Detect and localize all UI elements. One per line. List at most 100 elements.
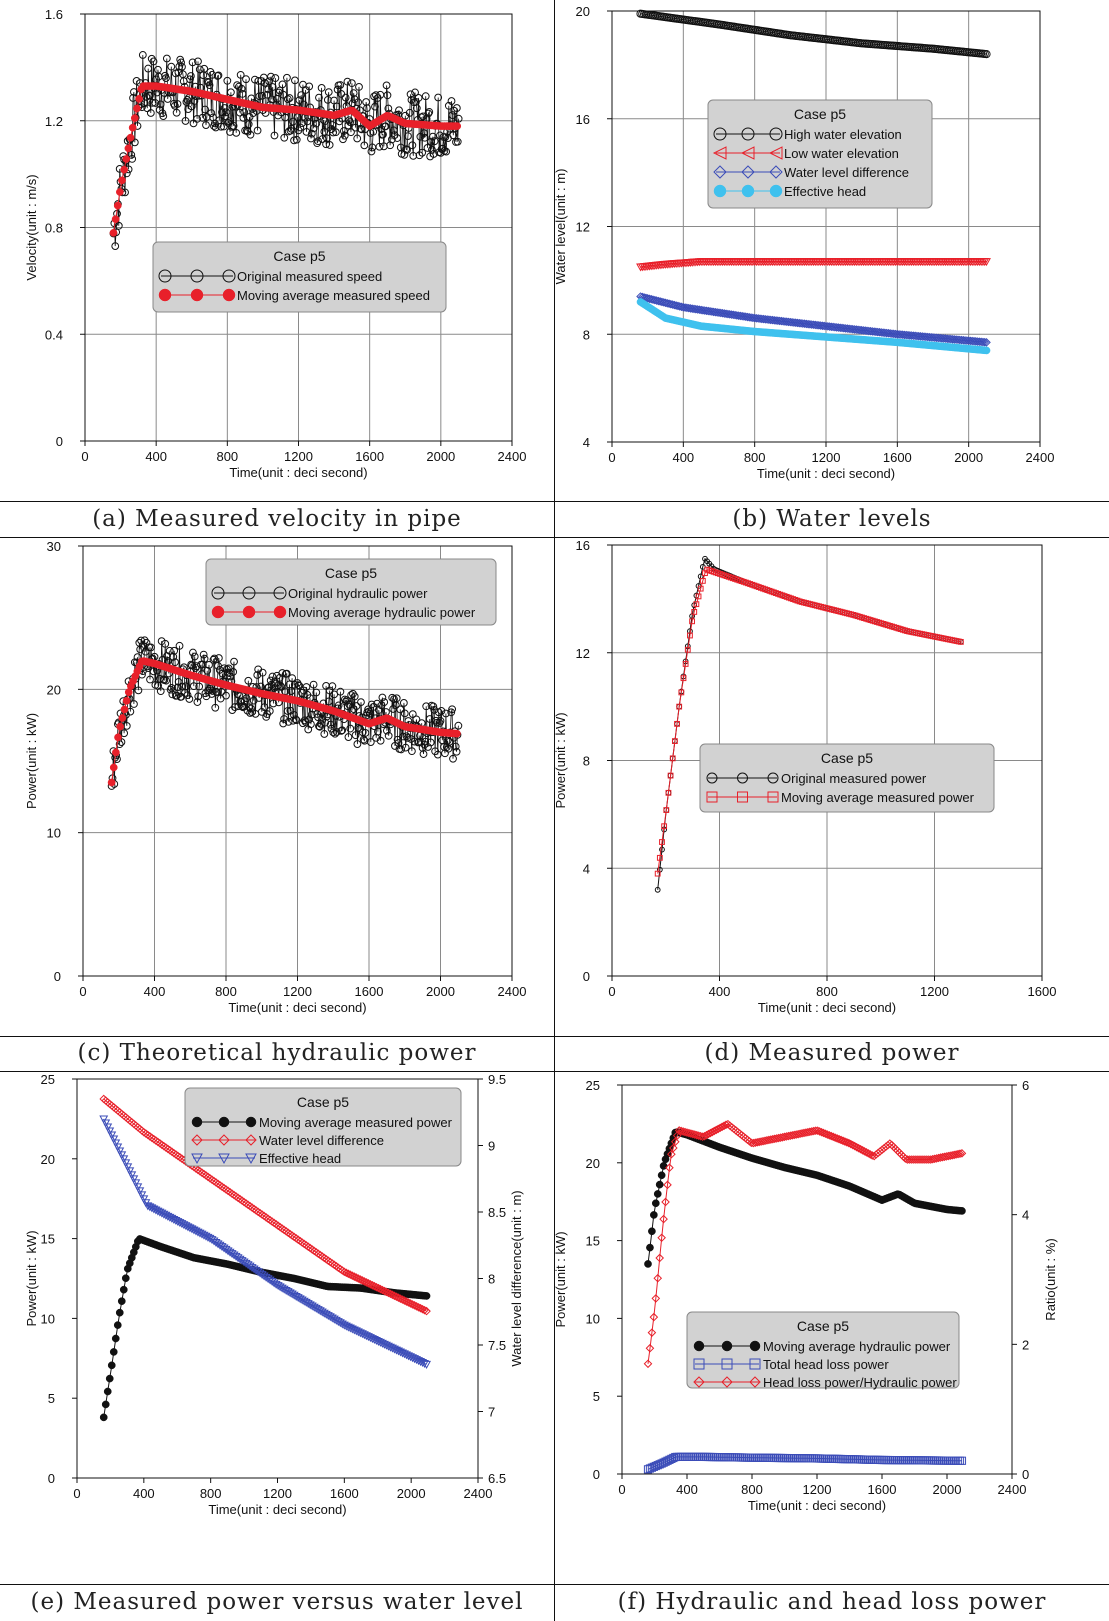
x-tick-label: 2400 [1026,450,1055,465]
data-point [865,1150,875,1159]
data-point [404,1298,413,1307]
data-point [123,1163,133,1172]
x-tick-label: 800 [744,450,766,465]
legend-swatch-marker [713,165,727,179]
data-point [835,323,845,333]
data-point [975,337,984,346]
data-point [326,720,335,729]
data-point [265,707,274,715]
legend-swatch-marker [737,772,748,784]
data-point [222,108,231,117]
legend: Case p5 Moving average hydraulic power Tot… [686,1311,960,1390]
data-point [857,325,866,335]
y-axis-label: Power(unit : kW) [24,1230,39,1326]
data-point [264,85,273,94]
data-point [680,675,687,682]
data-point [144,64,153,73]
y-tick-label: 4 [583,861,590,876]
legend-entry: Moving average measured power [781,790,975,805]
data-point [268,83,277,91]
data-point [368,1280,377,1290]
data-point [112,748,120,757]
data-point [928,333,938,342]
legend-entry: Original measured speed [237,269,382,284]
data-point [221,112,230,121]
y2-tick-label: 6.5 [488,1471,506,1486]
data-point [305,82,314,91]
data-point [852,1142,861,1152]
data-point [388,693,397,702]
data-point [925,332,934,342]
data-point [189,648,197,657]
data-point [687,632,693,639]
legend-entry: Moving average measured speed [237,288,430,303]
legend-swatch-marker [191,1153,203,1165]
data-point [678,689,685,696]
data-point [313,710,322,718]
x-axis-label: Time(unit : deci second) [757,466,895,481]
grid-divider-h5 [0,1584,1109,1585]
data-point [880,328,890,338]
y-tick-label: 30 [47,539,61,554]
legend-swatch-marker [767,772,779,784]
data-point [357,698,365,707]
caption-d: (d) Measured power [704,1040,960,1066]
data-point [802,319,811,329]
data-point [191,1227,201,1236]
legend-swatch-marker [768,146,783,160]
data-point [964,336,973,346]
data-point [415,151,424,160]
data-point [873,327,883,337]
data-point [208,687,217,695]
data-point [390,1291,399,1301]
data-point [148,98,157,107]
data-point [210,654,219,663]
data-point [269,1279,279,1288]
data-point [390,1345,399,1354]
data-point [848,324,858,334]
data-point [328,682,337,691]
data-point [669,755,676,762]
data-point [300,716,309,725]
data-point [819,321,829,331]
data-point [109,1135,119,1144]
series-line [647,1131,962,1264]
x-tick-label: 2400 [464,1486,493,1501]
data-point [860,326,870,335]
legend-swatch-marker [218,1116,230,1128]
data-point [103,1387,112,1396]
data-point [842,1138,852,1147]
data-point [715,1123,725,1133]
grid-divider-vertical [554,0,555,1621]
data-point [980,337,990,347]
data-point [130,138,139,147]
y-tick-label: 20 [41,1152,55,1167]
data-point [99,1413,108,1422]
series-water-level-difference [636,292,991,347]
legend: Case p5 Original hydraulic power Moving av… [205,558,497,626]
legend-swatch-marker [190,269,204,283]
x-tick-label: 1600 [355,449,384,464]
data-point [419,750,428,758]
x-tick-label: 1200 [812,450,841,465]
data-point [651,1199,660,1208]
x-tick-label: 0 [608,450,615,465]
data-point [285,94,294,102]
legend-entry: Head loss power/Hydraulic power [763,1375,957,1390]
data-point [226,88,235,97]
data-point [343,1323,353,1332]
data-point [405,108,414,117]
data-point [365,709,374,718]
data-point [143,1202,153,1211]
legend-swatch-marker [273,586,287,600]
data-point [386,141,395,150]
data-point [839,323,849,333]
data-point [189,1226,199,1235]
data-point [309,124,318,133]
data-point [139,1195,149,1204]
data-point [205,81,214,90]
series-moving-average-measured-power [99,1235,431,1422]
data-point [655,1180,664,1189]
data-point [371,1336,381,1346]
data-point [118,714,127,722]
